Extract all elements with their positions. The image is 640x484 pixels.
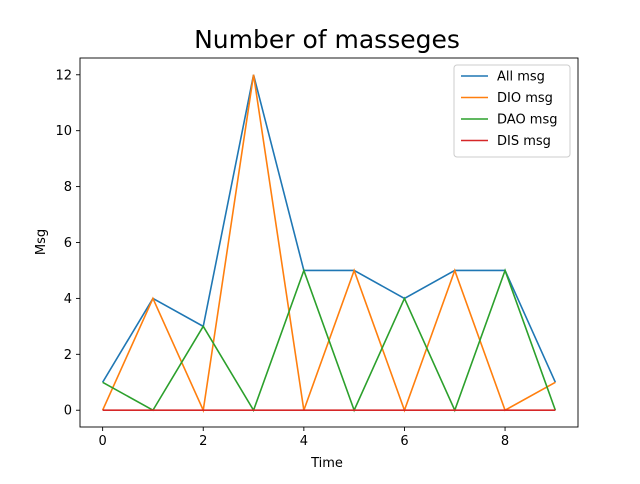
x-tick-label: 2	[199, 434, 207, 449]
x-tick-label: 8	[501, 434, 509, 449]
legend-label-dao-msg: DAO msg	[497, 113, 558, 128]
legend-label-dio-msg: DIO msg	[497, 91, 553, 106]
y-tick-label: 2	[64, 348, 72, 363]
x-tick-label: 6	[400, 434, 408, 449]
y-tick-label: 6	[64, 236, 72, 251]
y-tick-label: 10	[55, 124, 72, 139]
legend-label-all-msg: All msg	[497, 70, 545, 85]
y-tick-label: 0	[64, 404, 72, 419]
x-tick-label: 0	[98, 434, 106, 449]
y-tick-label: 4	[64, 292, 72, 307]
y-axis-label: Msg	[34, 229, 49, 255]
legend: All msg DIO msg DAO msg DIS msg	[453, 64, 571, 158]
legend-label-dis-msg: DIS msg	[497, 134, 551, 149]
x-axis-label: Time	[310, 456, 343, 471]
y-tick-label: 12	[55, 68, 72, 83]
x-tick-label: 4	[300, 434, 308, 449]
y-tick-label: 8	[64, 180, 72, 195]
series-line-all-msg	[101, 74, 557, 383]
legend-box	[453, 64, 571, 158]
chart-title: Number of masseges	[194, 25, 460, 54]
plot-area	[101, 74, 557, 414]
axes: 0 2 4 6 8 0 2 4 6 8 10 12	[55, 57, 579, 449]
series-line-dao-msg	[102, 268, 557, 413]
